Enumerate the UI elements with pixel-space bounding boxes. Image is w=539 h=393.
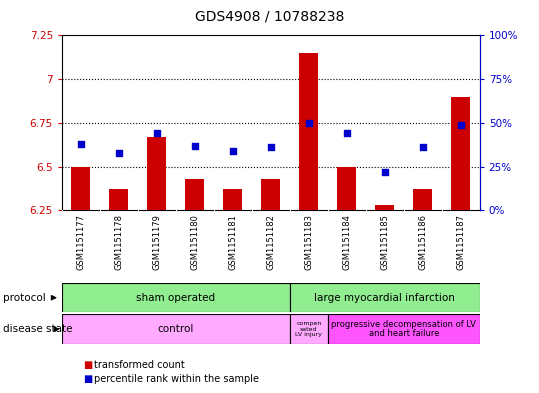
Bar — [337, 167, 356, 210]
Point — [457, 121, 465, 128]
Text: progressive decompensation of LV
and heart failure: progressive decompensation of LV and hea… — [331, 320, 476, 338]
Text: GSM1151186: GSM1151186 — [418, 214, 427, 270]
Bar — [62, 283, 290, 312]
Bar — [290, 314, 328, 344]
Text: GSM1151185: GSM1151185 — [381, 214, 389, 270]
Bar — [185, 179, 204, 210]
Point — [418, 144, 427, 151]
Text: GSM1151177: GSM1151177 — [77, 214, 86, 270]
Text: GSM1151181: GSM1151181 — [229, 214, 237, 270]
Bar — [261, 179, 280, 210]
Point — [229, 148, 237, 154]
Text: transformed count: transformed count — [94, 360, 185, 371]
Text: GSM1151183: GSM1151183 — [305, 214, 313, 270]
Bar — [148, 137, 167, 210]
Bar — [72, 167, 91, 210]
Point — [305, 119, 313, 126]
Text: large myocardial infarction: large myocardial infarction — [314, 293, 455, 303]
Point — [153, 130, 161, 136]
Point — [115, 149, 123, 156]
Text: GDS4908 / 10788238: GDS4908 / 10788238 — [195, 10, 344, 24]
Text: ■: ■ — [84, 360, 93, 371]
Point — [191, 142, 199, 149]
Bar — [413, 189, 432, 210]
Text: ■: ■ — [84, 374, 93, 384]
Point — [342, 130, 351, 136]
Point — [77, 141, 85, 147]
Bar — [109, 189, 128, 210]
Bar — [290, 283, 480, 312]
Bar — [62, 314, 290, 344]
Bar — [299, 53, 319, 210]
Point — [266, 144, 275, 151]
Text: GSM1151180: GSM1151180 — [190, 214, 199, 270]
Text: percentile rank within the sample: percentile rank within the sample — [94, 374, 259, 384]
Bar — [451, 97, 470, 210]
Bar — [223, 189, 243, 210]
Text: GSM1151178: GSM1151178 — [114, 214, 123, 270]
Bar — [375, 205, 394, 210]
Point — [381, 169, 389, 175]
Bar — [328, 314, 480, 344]
Text: sham operated: sham operated — [136, 293, 216, 303]
Text: GSM1151179: GSM1151179 — [153, 214, 161, 270]
Text: disease state: disease state — [3, 324, 72, 334]
Text: protocol: protocol — [3, 293, 45, 303]
Text: control: control — [158, 324, 194, 334]
Text: GSM1151187: GSM1151187 — [456, 214, 465, 270]
Text: GSM1151182: GSM1151182 — [266, 214, 275, 270]
Text: compen
sated
LV injury: compen sated LV injury — [295, 321, 322, 337]
Text: GSM1151184: GSM1151184 — [342, 214, 351, 270]
